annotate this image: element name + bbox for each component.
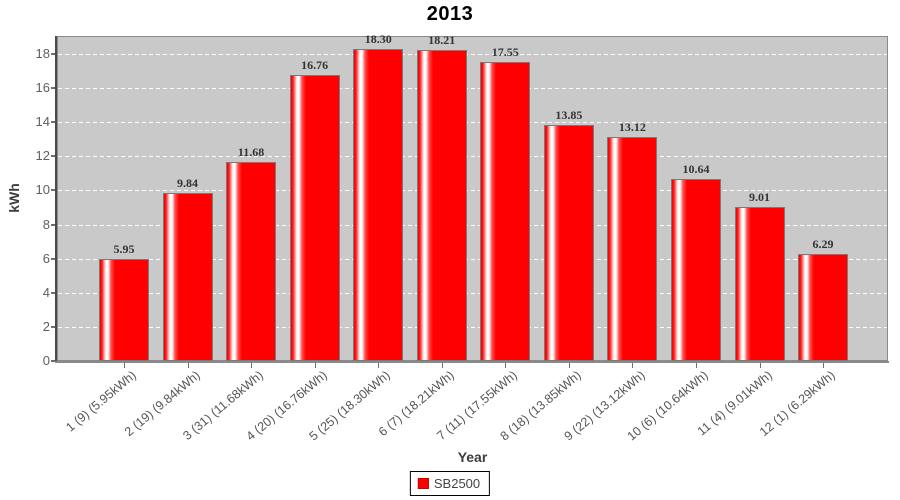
y-tick-mark [51,360,55,362]
bar-month-12 [798,253,849,361]
bar-month-7 [480,61,531,361]
bar-month-5 [353,48,404,361]
bar-month-4 [289,75,340,361]
y-tick-mark [51,325,55,328]
x-tick-mark [187,363,189,368]
bar-month-11 [734,207,785,361]
bar-value-label: 9.01 [749,190,770,205]
x-tick-mark [568,363,570,368]
gridline [58,292,887,294]
y-tick-mark [51,121,55,124]
y-tick-mark [51,291,55,294]
y-tick-label: 10 [35,182,50,198]
x-tick-mark [124,363,125,368]
y-tick-mark [51,87,55,90]
x-axis-title: Year [457,449,488,465]
bar-month-3 [226,161,277,361]
gridline [58,53,887,55]
x-tick-mark [823,363,825,368]
gridline [58,122,887,124]
gridline [58,326,887,328]
bar-month-8 [543,124,594,361]
x-tick-mark [759,363,761,368]
gridline [58,224,887,226]
legend-label: SB2500 [433,476,481,491]
y-tick-mark [51,189,55,192]
y-tick-label: 6 [42,250,50,266]
gridline [58,190,887,192]
chart-title: 2013 [426,3,474,25]
x-tick-mark [632,363,634,368]
legend: SB2500 [409,471,491,496]
y-axis-line [55,36,57,363]
gridline [58,258,887,260]
bar-value-label: 10.64 [682,162,710,177]
bar-value-label: 13.12 [618,120,646,135]
bar-month-10 [670,179,721,361]
gridline [58,88,887,90]
x-tick-mark [314,363,316,368]
x-tick-mark [505,363,507,368]
y-tick-mark [51,257,55,260]
x-tick-mark [251,363,253,368]
bar-value-label: 6.29 [812,236,834,251]
y-tick-label: 4 [42,284,50,300]
y-tick-label: 0 [42,353,50,368]
gridline [58,156,887,158]
bar-value-label: 18.21 [428,33,456,48]
y-tick-label: 2 [42,318,50,334]
bar-month-6 [416,50,467,361]
bar-value-label: 17.55 [491,44,519,59]
y-tick-mark [51,223,55,226]
y-tick-mark [51,52,55,55]
x-tick-mark [695,363,697,368]
y-tick-label: 16 [35,80,50,96]
y-tick-label: 14 [35,114,50,130]
x-tick-mark [378,363,380,368]
y-tick-label: 8 [42,216,50,232]
bar-month-9 [607,137,658,361]
y-tick-label: 12 [35,148,50,164]
y-tick-label: 18 [35,45,50,61]
bar-value-label: 11.68 [237,144,265,159]
bar-value-label: 16.76 [301,58,329,73]
x-axis-line [55,361,889,363]
bar-value-label: 5.95 [113,242,135,257]
bar-value-label: 9.84 [177,176,199,191]
x-tick-mark [441,363,443,368]
bar-month-2 [162,193,213,361]
bar-value-label: 18.30 [364,31,392,46]
plot-layer: 5.95 9.84 11.68 16.76 18.30 18.21 17.55 13.85 13… [57,32,888,361]
legend-swatch-icon [417,478,429,489]
y-tick-mark [51,155,55,158]
bar-month-1 [99,259,149,361]
bar-value-label: 13.85 [555,107,583,122]
